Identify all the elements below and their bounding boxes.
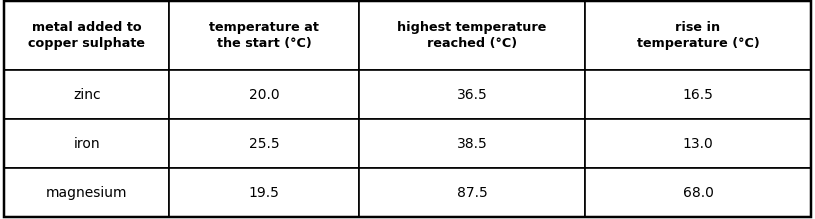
Text: 16.5: 16.5 <box>682 88 713 102</box>
Bar <box>359 168 585 217</box>
Bar <box>170 1 359 71</box>
Text: 13.0: 13.0 <box>683 137 713 151</box>
Text: 19.5: 19.5 <box>249 186 280 200</box>
Bar <box>359 120 585 168</box>
Bar <box>585 71 811 120</box>
Text: 20.0: 20.0 <box>249 88 280 102</box>
Bar <box>585 1 811 71</box>
Text: 38.5: 38.5 <box>456 137 487 151</box>
Bar <box>170 120 359 168</box>
Bar <box>585 120 811 168</box>
Bar <box>4 120 170 168</box>
Bar <box>585 168 811 217</box>
Text: temperature at
the start (°C): temperature at the start (°C) <box>209 21 319 50</box>
Bar <box>359 1 585 71</box>
Bar <box>170 71 359 120</box>
Bar <box>359 71 585 120</box>
Text: rise in
temperature (°C): rise in temperature (°C) <box>637 21 760 50</box>
Text: 25.5: 25.5 <box>249 137 280 151</box>
Text: iron: iron <box>73 137 100 151</box>
Bar <box>170 168 359 217</box>
Text: magnesium: magnesium <box>46 186 127 200</box>
Bar <box>4 71 170 120</box>
Text: zinc: zinc <box>73 88 100 102</box>
Bar <box>4 1 170 71</box>
Bar <box>4 168 170 217</box>
Text: 68.0: 68.0 <box>682 186 713 200</box>
Text: 36.5: 36.5 <box>456 88 487 102</box>
Text: metal added to
copper sulphate: metal added to copper sulphate <box>29 21 145 50</box>
Text: highest temperature
reached (°C): highest temperature reached (°C) <box>398 21 547 50</box>
Text: 87.5: 87.5 <box>456 186 487 200</box>
